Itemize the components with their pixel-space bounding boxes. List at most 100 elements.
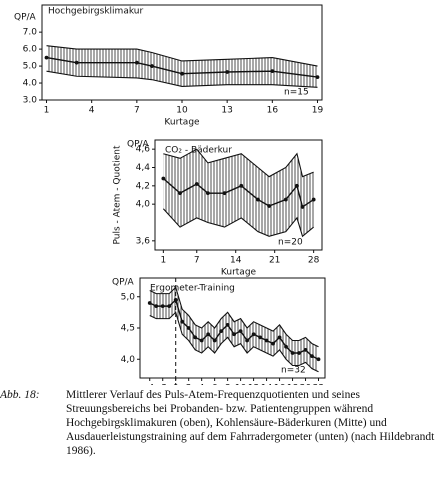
mean-point <box>212 338 217 343</box>
x-tick-label: 7 <box>194 256 200 266</box>
x-tick-label: 1 <box>44 106 50 116</box>
mean-point <box>134 60 139 65</box>
mean-point <box>277 335 282 340</box>
mean-point <box>44 55 49 60</box>
upper-line <box>46 45 318 67</box>
x-tick-label: 16 <box>274 384 286 386</box>
mean-point <box>193 335 198 340</box>
figure: 3.04.05.06.07.01 4 7 10 13 16 19Hochgebirgskli… <box>14 4 326 386</box>
band-fill <box>149 287 319 372</box>
mean-point <box>297 351 301 355</box>
y-tick-label: 3,6 <box>136 236 151 246</box>
mean-point <box>316 357 321 362</box>
annotation: n=20 <box>278 238 303 248</box>
y-tick-label: 4,6 <box>136 145 151 155</box>
mean-point <box>205 191 210 196</box>
band-fill <box>46 45 318 88</box>
mean-point <box>270 69 275 74</box>
x-tick-label: 12 <box>248 384 259 386</box>
mean-point <box>290 351 295 355</box>
x-tick-label: 28 <box>308 256 320 266</box>
lower-line <box>162 208 314 238</box>
y-tick-label: 6.0 <box>23 45 38 55</box>
lower-line <box>46 70 318 88</box>
x-tick-label: 6 <box>212 384 218 386</box>
mean-line <box>162 177 315 209</box>
mean-point <box>284 344 288 349</box>
mean-point <box>222 191 227 196</box>
x-tick-label: 7 <box>134 106 140 116</box>
mean-point <box>154 304 159 309</box>
mean-point <box>264 338 269 343</box>
mean-point <box>311 197 316 202</box>
x-tick-label: 18 <box>287 384 299 386</box>
y-tick-label: 4.0 <box>23 79 38 89</box>
mean-point <box>238 329 243 334</box>
x-axis-label: Kurtage <box>164 118 200 128</box>
mean-point <box>147 301 152 305</box>
mean-point <box>315 75 320 79</box>
annotation: n=15 <box>284 88 309 98</box>
y-tick-label: 3.0 <box>23 96 38 106</box>
x-tick-label: 19 <box>312 106 324 116</box>
caption: Abb. 18: Mittlerer Verlauf des Puls-Atem… <box>0 388 436 458</box>
mean-point <box>199 338 204 343</box>
chart-title: Ergometer-Training <box>150 284 235 294</box>
x-tick-label: 10 <box>235 384 247 386</box>
y-symbol: QP/A <box>112 278 135 288</box>
y-tick-label: 7.0 <box>23 28 38 38</box>
mean-line <box>46 56 318 78</box>
x-tick-label: 13 <box>221 106 232 116</box>
mean-point <box>232 332 237 337</box>
mean-point <box>225 70 230 74</box>
x-tick-label: 2 <box>186 384 192 386</box>
x-tick-label: 16 <box>267 106 279 116</box>
y-tick-label: 4,2 <box>136 181 150 191</box>
mean-point <box>303 347 308 352</box>
upper-line <box>149 286 319 348</box>
mean-point <box>295 183 299 188</box>
mean-point <box>149 64 154 68</box>
mean-point <box>178 191 182 196</box>
x-tick-label: 4 <box>89 106 95 116</box>
mean-point <box>310 354 314 359</box>
x-tick-label: 14 <box>261 384 273 386</box>
chart-title: CO₂ - Bäderkur <box>165 146 232 156</box>
x-tick-label: 14 <box>230 256 242 266</box>
y-axis-label: Puls - Atem - Quotient <box>113 145 123 244</box>
chart-title: Hochgebirgsklimakur <box>48 7 143 17</box>
mean-point <box>74 60 79 65</box>
annotation: n=32 <box>281 366 306 376</box>
y-tick-label: 4,5 <box>121 324 135 334</box>
y-tick-label: 5.0 <box>23 62 38 72</box>
lower-line <box>149 311 319 373</box>
x-tick-label: 20 <box>300 384 312 386</box>
x-tick-label: -4 <box>145 384 154 386</box>
mean-point <box>219 329 224 334</box>
mean-point <box>161 176 166 181</box>
y-tick-label: 5,0 <box>121 292 136 302</box>
mean-point <box>245 338 250 343</box>
caption-text: Mittlerer Verlauf des Puls-Atem-Frequenz… <box>66 389 435 457</box>
mean-point <box>206 332 211 337</box>
x-tick-label: 22 <box>313 384 324 386</box>
mean-point <box>267 204 272 208</box>
x-axis-label: Kurtage <box>221 268 257 278</box>
mean-point <box>225 322 230 327</box>
mean-point <box>239 183 244 188</box>
y-tick-label: 4,0 <box>121 355 136 365</box>
mean-point <box>283 197 288 202</box>
y-tick-label: 4,4 <box>136 163 151 173</box>
x-tick-label: 8 <box>225 384 231 386</box>
mean-point <box>194 182 199 186</box>
mean-point <box>180 319 185 324</box>
mean-point <box>160 304 165 309</box>
band-fill <box>163 149 314 237</box>
mean-point <box>271 341 275 346</box>
mean-point <box>256 197 260 202</box>
mean-point <box>300 205 305 209</box>
y-tick-label: 4,0 <box>136 200 151 210</box>
mean-point <box>251 332 256 337</box>
x-tick-label: -2 <box>158 384 167 386</box>
